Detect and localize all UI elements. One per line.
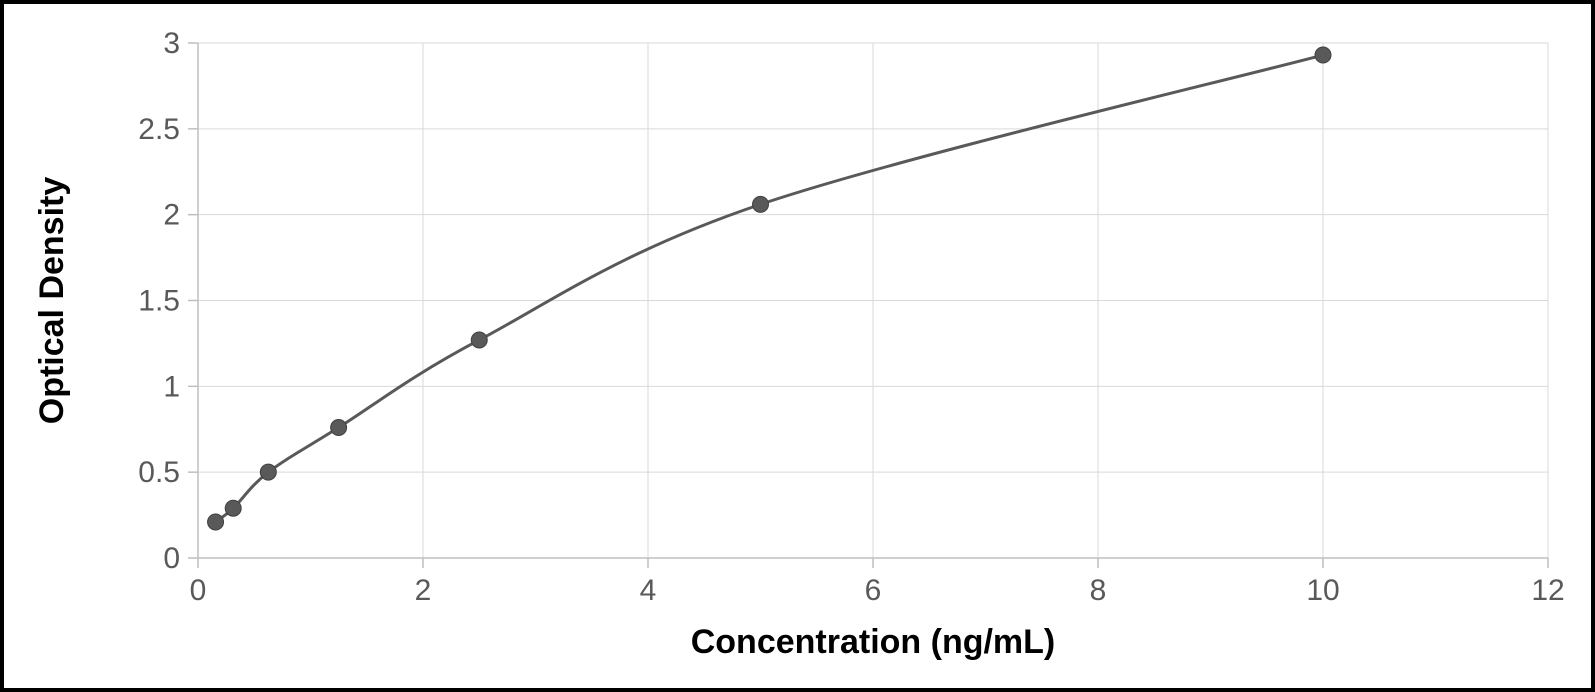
x-axis-label: Concentration (ng/mL) [691,623,1056,661]
data-point-marker [260,464,276,480]
data-point-marker [208,514,224,530]
x-tick-label: 2 [415,574,432,607]
x-tick-label: 10 [1306,574,1339,607]
data-point-marker [1315,47,1331,63]
x-tick-label: 6 [865,574,882,607]
y-tick-label: 0 [163,542,180,575]
chart-frame: 0 2 4 6 8 10 12 0 0.5 1 1.5 2 2.5 3 Optical Density Con… [0,0,1595,692]
x-tick-label: 0 [190,574,207,607]
data-point-marker [331,420,347,436]
chart-inner: 0 2 4 6 8 10 12 0 0.5 1 1.5 2 2.5 3 Optical Density Con… [18,18,1577,674]
data-point-marker [753,196,769,212]
x-tick-label: 4 [640,574,657,607]
y-tick-label: 1.5 [138,285,180,318]
chart-svg: 0 2 4 6 8 10 12 0 0.5 1 1.5 2 2.5 3 Optical Density Con… [18,18,1581,678]
x-tick-label: 12 [1531,574,1564,607]
x-tick-label: 8 [1090,574,1107,607]
y-tick-label: 2.5 [138,113,180,146]
y-axis-label: Optical Density [33,177,71,425]
y-tick-label: 1 [163,370,180,403]
y-tick-label: 3 [163,27,180,60]
y-tick-label: 0.5 [138,456,180,489]
data-point-marker [225,500,241,516]
data-point-marker [471,332,487,348]
y-tick-label: 2 [163,199,180,232]
